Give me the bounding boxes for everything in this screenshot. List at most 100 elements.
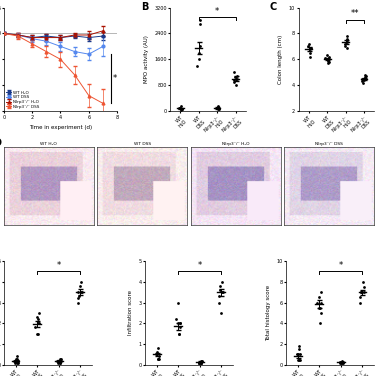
Y-axis label: Colon length (cm): Colon length (cm) — [278, 35, 284, 84]
Point — [78, 289, 84, 295]
Point — [316, 294, 322, 300]
Point — [325, 59, 332, 65]
Point — [339, 359, 345, 365]
Point — [196, 56, 202, 62]
Text: *: * — [198, 261, 202, 270]
Point — [344, 33, 350, 39]
Text: *: * — [215, 7, 219, 16]
Point — [322, 55, 328, 61]
Point — [177, 320, 183, 326]
Point — [155, 345, 161, 351]
Point — [307, 50, 313, 56]
Point — [305, 43, 311, 49]
Point — [231, 79, 237, 85]
Point — [34, 331, 40, 337]
Point — [325, 60, 331, 66]
Point — [307, 45, 313, 51]
Point — [216, 293, 222, 299]
Point — [214, 105, 220, 111]
Point — [14, 353, 20, 359]
Point — [234, 73, 240, 79]
Point — [360, 279, 366, 285]
Point — [215, 106, 221, 112]
Point — [198, 359, 204, 365]
Point — [178, 106, 184, 112]
Point — [78, 279, 84, 285]
Point — [361, 284, 367, 290]
Point — [361, 289, 367, 295]
Point — [361, 74, 367, 80]
Title: Nlrp3⁻/⁻ H₂O: Nlrp3⁻/⁻ H₂O — [222, 142, 249, 146]
Point — [359, 76, 366, 82]
Text: **: ** — [351, 9, 359, 18]
Point — [318, 310, 324, 316]
Point — [34, 314, 40, 320]
Point — [58, 355, 64, 361]
Point — [154, 351, 160, 357]
Point — [336, 359, 342, 365]
Point — [297, 356, 303, 362]
Point — [177, 320, 183, 326]
Point — [55, 358, 61, 364]
Point — [176, 331, 182, 337]
Text: C: C — [270, 2, 277, 12]
Point — [216, 300, 222, 306]
Point — [337, 359, 343, 365]
Point — [324, 56, 330, 62]
Y-axis label: MPO activity (AU): MPO activity (AU) — [144, 35, 149, 83]
Point — [324, 52, 330, 58]
Point — [198, 359, 204, 365]
Point — [358, 289, 364, 295]
Y-axis label: Infiltration score: Infiltration score — [128, 290, 133, 335]
Point — [196, 359, 202, 365]
Point — [359, 78, 365, 84]
Point — [339, 359, 345, 365]
Point — [357, 294, 363, 300]
Point — [232, 74, 238, 80]
Title: WT H₂O: WT H₂O — [40, 142, 57, 146]
Y-axis label: Total histology score: Total histology score — [266, 285, 271, 341]
Point — [197, 43, 203, 49]
Point — [219, 279, 225, 285]
Point — [57, 359, 64, 365]
Point — [76, 293, 82, 299]
Point — [176, 105, 182, 111]
Point — [338, 359, 344, 365]
Point — [14, 355, 20, 361]
Point — [179, 106, 185, 112]
Point — [215, 103, 221, 109]
Point — [55, 359, 61, 365]
Point — [11, 358, 17, 364]
Point — [197, 17, 203, 23]
Point — [177, 105, 183, 111]
Text: *: * — [113, 74, 117, 83]
Point — [231, 69, 237, 75]
Point — [75, 296, 81, 302]
Text: *: * — [57, 261, 61, 270]
Point — [325, 54, 332, 60]
Title: WT DSS: WT DSS — [134, 142, 151, 146]
Point — [36, 320, 42, 326]
Point — [173, 316, 179, 322]
Point — [177, 324, 183, 331]
Point — [57, 355, 63, 361]
Point — [14, 359, 20, 365]
Point — [344, 36, 350, 42]
Point — [198, 358, 204, 364]
Point — [153, 349, 160, 355]
Point — [295, 351, 301, 357]
Point — [57, 358, 63, 364]
Point — [32, 324, 38, 331]
Point — [215, 104, 222, 110]
Text: B: B — [141, 2, 149, 12]
Point — [196, 50, 202, 56]
Point — [155, 355, 161, 361]
Point — [234, 76, 240, 82]
Point — [179, 106, 185, 112]
Point — [54, 358, 60, 364]
Point — [57, 359, 63, 365]
Point — [176, 331, 182, 337]
Point — [175, 320, 181, 326]
Point — [296, 356, 302, 362]
Point — [340, 359, 346, 365]
